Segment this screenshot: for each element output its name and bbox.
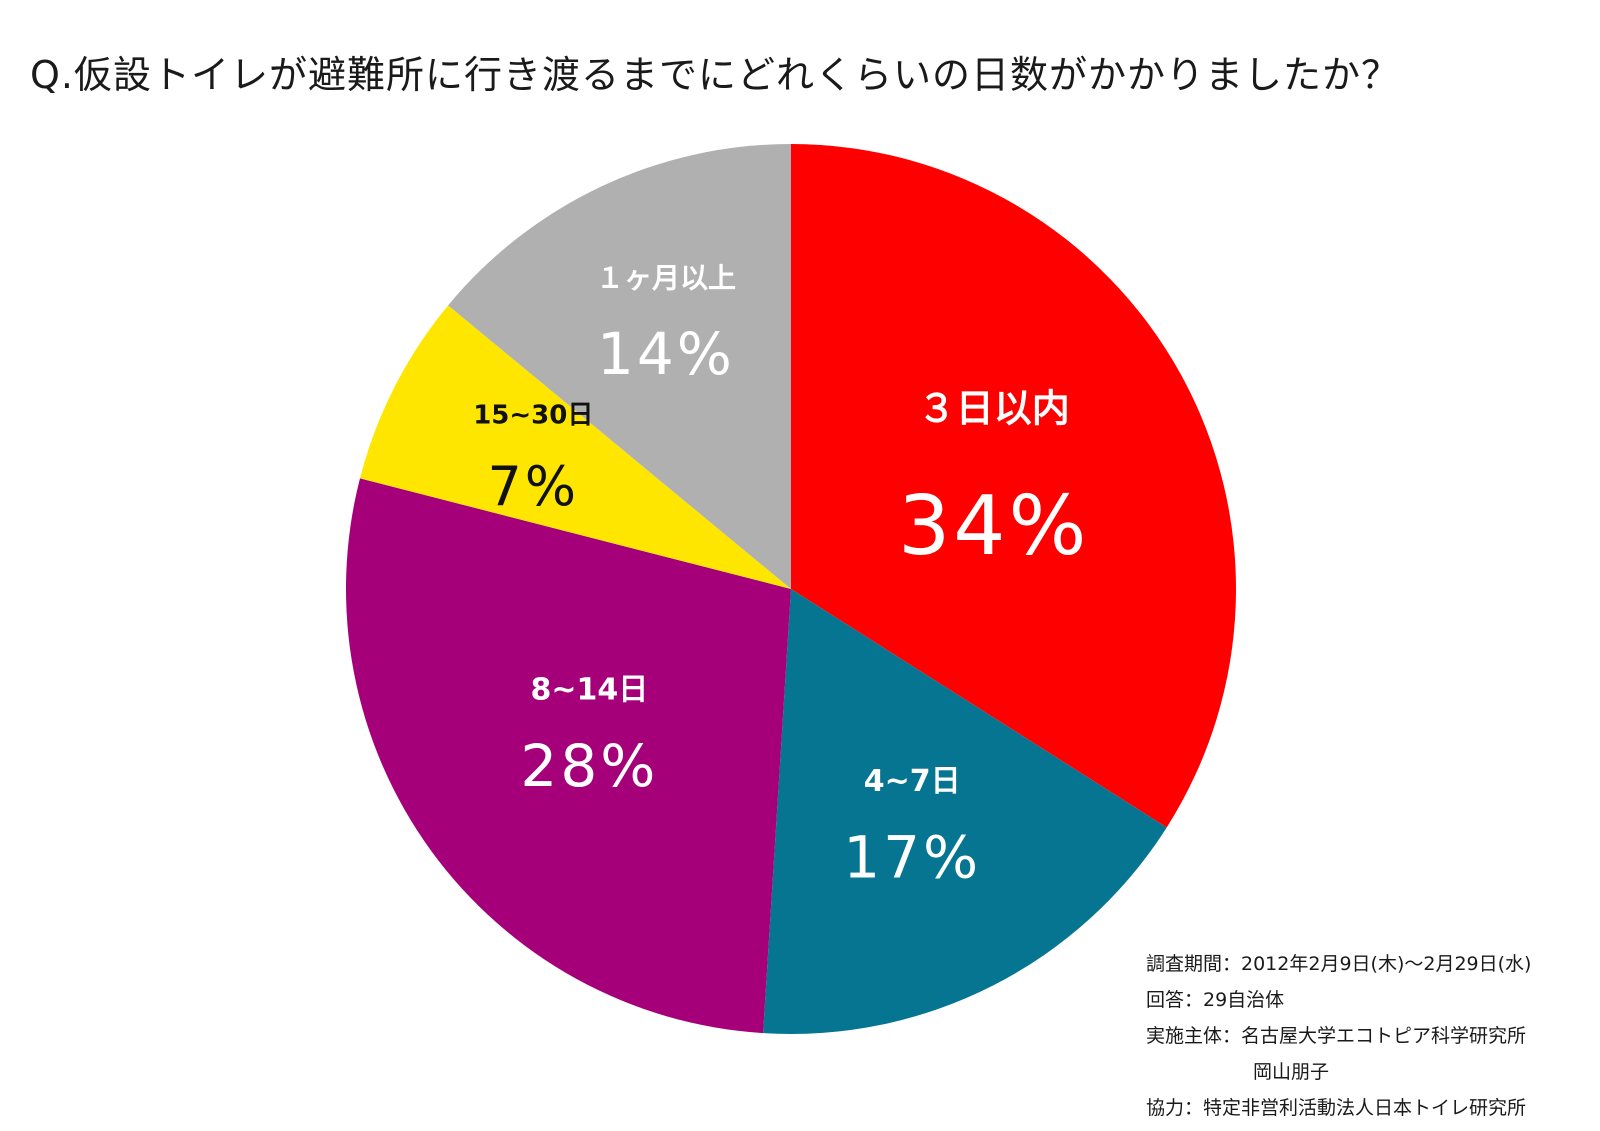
- slice-category-label: 15~30日: [473, 401, 593, 431]
- pie-labels: ３日以内 34% 4~7日 17% 8~14日 28% 15~30日 7% １ヶ月以上 14%: [473, 261, 1089, 891]
- note-survey-period: 調査期間：2012年2月9日(木)～2月29日(水): [1146, 953, 1532, 975]
- pie-slice: [448, 144, 791, 589]
- slice-percent-label: 7%: [487, 455, 579, 518]
- slice-percent-label: 14%: [597, 320, 735, 388]
- pie-slice: [791, 144, 1236, 828]
- note-responses: 回答：29自治体: [1146, 989, 1285, 1011]
- slice-category-label: １ヶ月以上: [596, 261, 736, 294]
- pie-slices: [345, 144, 1236, 1035]
- survey-notes: 調査期間：2012年2月9日(木)～2月29日(水) 回答：29自治体 実施主体…: [1146, 946, 1531, 1126]
- pie-slice: [345, 478, 791, 1034]
- slice-category-label: ３日以内: [918, 387, 1070, 431]
- slice-percent-label: 17%: [843, 823, 981, 891]
- note-organizer: 実施主体：名古屋大学エコトピア科学研究所: [1146, 1025, 1527, 1047]
- slice-percent-label: 28%: [520, 732, 658, 800]
- slice-category-label: 8~14日: [531, 672, 649, 707]
- slice-percent-label: 34%: [898, 479, 1089, 574]
- note-organizer-person: 岡山朋子: [1253, 1061, 1330, 1083]
- pie-slice: [763, 589, 1167, 1035]
- pie-slice: [359, 305, 791, 589]
- chart-title: Q.仮設トイレが避難所に行き渡るまでにどれくらいの日数がかかりましたか？: [30, 53, 1400, 97]
- slice-category-label: 4~7日: [864, 764, 961, 799]
- note-cooperation: 協力：特定非営利活動法人日本トイレ研究所: [1146, 1097, 1527, 1119]
